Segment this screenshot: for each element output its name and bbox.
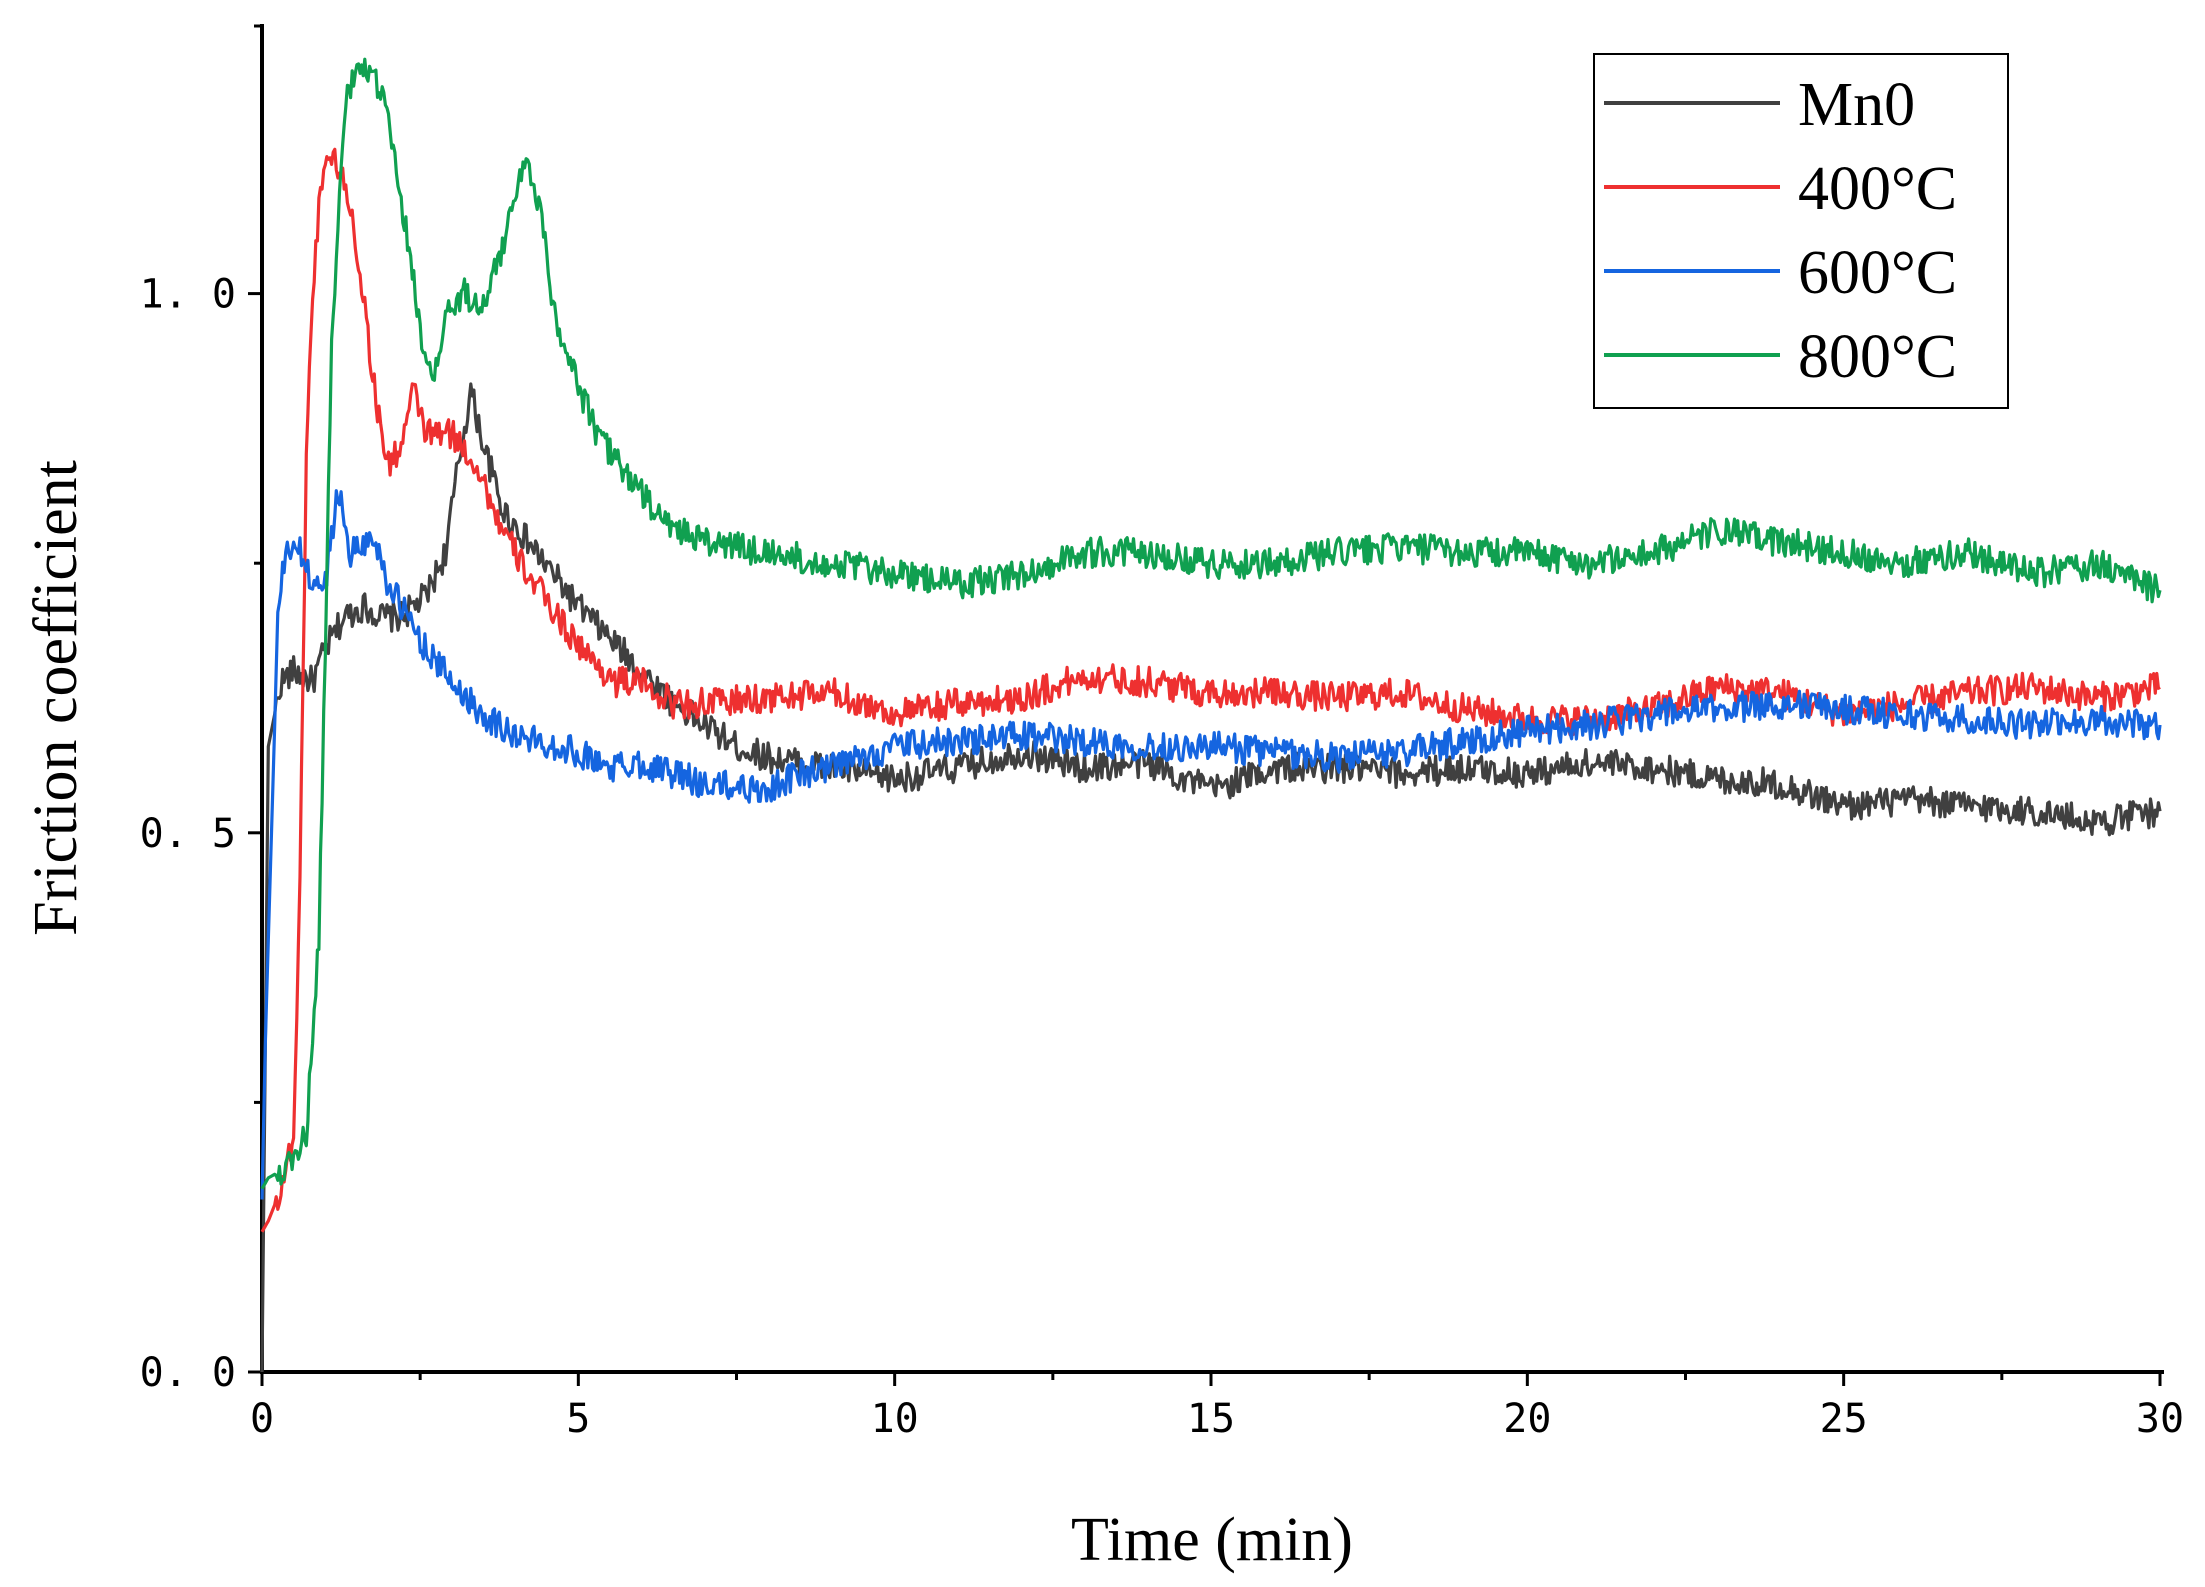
x-axis-title: Time (min) bbox=[1071, 1506, 1353, 1574]
legend-label: 400°C bbox=[1798, 155, 1957, 223]
x-tick-label: 10 bbox=[871, 1396, 919, 1442]
x-tick-label: 5 bbox=[566, 1396, 590, 1442]
series-line-1 bbox=[260, 147, 2161, 1233]
series-line-2 bbox=[260, 489, 2162, 1200]
y-ticks: 0. 0 0. 5 1. 0 bbox=[140, 24, 262, 1396]
y-tick-label: 0. 0 bbox=[140, 1350, 236, 1396]
y-axis-title: Friction coefficient bbox=[22, 460, 90, 936]
series-line-0 bbox=[260, 382, 2162, 1373]
legend-label: 800°C bbox=[1798, 323, 1957, 391]
x-ticks: 0 5 10 15 20 25 30 bbox=[250, 1372, 2184, 1442]
x-tick-label: 30 bbox=[2136, 1396, 2184, 1442]
legend-box bbox=[1593, 53, 2009, 409]
legend-items: Mn0 400°C 600°C 800°C bbox=[1604, 71, 1957, 391]
series-lines bbox=[260, 57, 2162, 1373]
series-line-3 bbox=[260, 57, 2162, 1190]
x-tick-label: 15 bbox=[1187, 1396, 1235, 1442]
y-tick-label: 0. 5 bbox=[140, 811, 236, 857]
legend-label: 600°C bbox=[1798, 239, 1957, 307]
legend: Mn0 400°C 600°C 800°C bbox=[1593, 53, 2009, 409]
y-tick-label: 1. 0 bbox=[140, 272, 236, 318]
x-tick-label: 20 bbox=[1503, 1396, 1551, 1442]
x-tick-label: 25 bbox=[1820, 1396, 1868, 1442]
legend-label: Mn0 bbox=[1798, 71, 1915, 139]
x-tick-label: 0 bbox=[250, 1396, 274, 1442]
